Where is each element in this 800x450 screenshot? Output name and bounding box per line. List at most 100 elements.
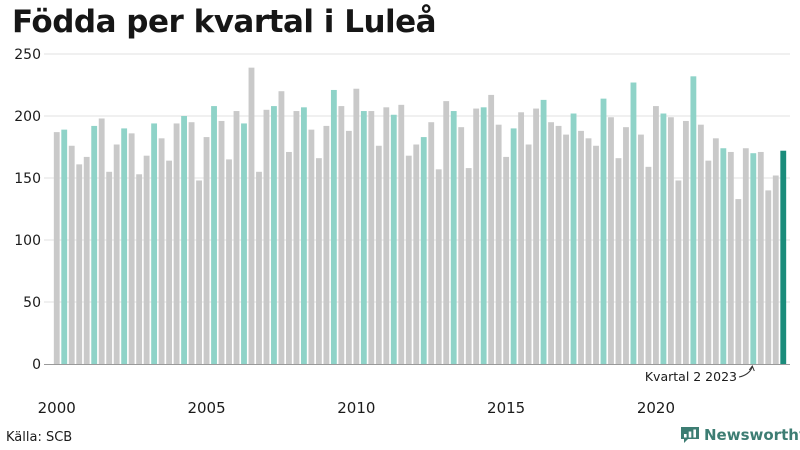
bar-2002-q3 bbox=[128, 133, 135, 364]
bar-2020-q3 bbox=[667, 117, 674, 365]
y-tick-label: 150 bbox=[14, 171, 41, 187]
bar-2011-q2 bbox=[390, 114, 397, 364]
bar-2009-q2 bbox=[330, 89, 337, 365]
bar-2021-q3 bbox=[697, 124, 704, 365]
bar-2007-q3 bbox=[278, 91, 285, 364]
bar-2012-q2 bbox=[420, 137, 427, 364]
x-tick-label: 2020 bbox=[637, 399, 675, 417]
bar-2023-q3 bbox=[757, 151, 764, 364]
bars bbox=[53, 67, 787, 365]
bar-2016-q4 bbox=[555, 125, 562, 364]
bar-2010-q4 bbox=[375, 145, 382, 364]
y-tick-label: 50 bbox=[23, 295, 41, 311]
bar-2011-q4 bbox=[405, 155, 412, 364]
bar-2011-q3 bbox=[398, 104, 405, 364]
bar-2006-q2 bbox=[241, 123, 247, 364]
bar-2004-q3 bbox=[188, 122, 195, 364]
bar-2018-q4 bbox=[615, 158, 622, 364]
bar-2015-q3 bbox=[518, 112, 525, 364]
bar-2011-q1 bbox=[383, 107, 390, 364]
bar-2010-q1 bbox=[353, 88, 360, 364]
y-tick-label: 250 bbox=[14, 47, 41, 63]
bar-2019-q2 bbox=[630, 82, 637, 365]
bar-2003-q4 bbox=[166, 160, 173, 364]
bar-2010-q2 bbox=[360, 111, 367, 364]
bar-2000-q3 bbox=[68, 145, 75, 364]
bar-2017-q1 bbox=[563, 134, 569, 364]
bar-2023-q4 bbox=[765, 190, 772, 364]
annotation-label: Kvartal 2 2023 bbox=[645, 369, 737, 384]
bar-2006-q1 bbox=[233, 111, 240, 364]
bar-2023-q2 bbox=[750, 153, 757, 364]
bar-2019-q1 bbox=[623, 127, 629, 364]
bar-2007-q2 bbox=[271, 106, 277, 364]
bar-2005-q1 bbox=[203, 137, 210, 364]
bar-2007-q1 bbox=[263, 109, 270, 364]
bar-2001-q2 bbox=[91, 125, 98, 364]
bar-2019-q3 bbox=[638, 134, 644, 364]
bar-2021-q4 bbox=[705, 160, 712, 364]
bar-2002-q2 bbox=[121, 128, 128, 364]
bar-2001-q3 bbox=[98, 118, 105, 364]
bar-2004-q2 bbox=[181, 116, 187, 364]
annotation-arrowhead bbox=[748, 364, 755, 372]
bar-2022-q4 bbox=[735, 199, 742, 364]
bar-2009-q1 bbox=[323, 125, 330, 364]
bar-2013-q3 bbox=[458, 127, 465, 364]
bar-2014-q3 bbox=[488, 94, 495, 365]
newsworthy-logo-icon bbox=[681, 427, 699, 443]
bar-2008-q4 bbox=[315, 158, 322, 364]
bar-2010-q3 bbox=[368, 111, 375, 364]
bar-2015-q2 bbox=[510, 128, 517, 364]
bar-2008-q2 bbox=[300, 107, 307, 364]
y-tick-label: 0 bbox=[32, 357, 41, 373]
bar-2022-q1 bbox=[712, 138, 719, 364]
bar-2009-q4 bbox=[345, 130, 352, 364]
bar-2021-q1 bbox=[682, 120, 689, 365]
bar-2012-q3 bbox=[428, 122, 435, 364]
bar-2017-q2 bbox=[570, 113, 577, 365]
bar-2014-q4 bbox=[495, 124, 502, 365]
bar-2004-q4 bbox=[196, 180, 202, 364]
y-tick-label: 200 bbox=[14, 109, 41, 125]
annotation-arrow bbox=[738, 366, 753, 378]
bar-2020-q1 bbox=[653, 106, 659, 364]
brand-logo: Newsworthy bbox=[680, 426, 800, 444]
chart-title: Födda per kvartal i Luleå bbox=[12, 4, 437, 40]
bar-2023-q1 bbox=[742, 148, 749, 364]
bar-2001-q4 bbox=[106, 171, 113, 364]
bar-2008-q3 bbox=[308, 129, 315, 364]
bar-2006-q3 bbox=[248, 67, 255, 364]
x-tick-label: 2005 bbox=[187, 399, 225, 417]
bar-2007-q4 bbox=[286, 151, 292, 364]
bar-2013-q2 bbox=[450, 111, 457, 364]
bar-chart: 0 50 100 150 200 250 2000 2005 2010 2015 2020 Kva… bbox=[14, 47, 790, 417]
bar-2024-q1 bbox=[772, 175, 779, 364]
bar-2009-q3 bbox=[338, 106, 345, 364]
y-tick-label: 100 bbox=[14, 233, 41, 249]
x-tick-label: 2000 bbox=[38, 399, 76, 417]
bar-2015-q1 bbox=[503, 156, 510, 364]
bar-2001-q1 bbox=[83, 156, 90, 364]
bar-2018-q1 bbox=[593, 145, 599, 364]
bar-2019-q4 bbox=[645, 166, 652, 364]
bar-2014-q2 bbox=[480, 107, 487, 364]
bar-2000-q2 bbox=[61, 129, 68, 364]
bar-2016-q1 bbox=[533, 108, 540, 364]
bar-2017-q3 bbox=[578, 130, 584, 364]
bar-2003-q2 bbox=[151, 123, 158, 364]
bar-2000-q1 bbox=[53, 132, 60, 364]
bar-2020-q4 bbox=[675, 180, 682, 364]
bar-2015-q4 bbox=[525, 144, 532, 364]
bar-2006-q4 bbox=[256, 171, 262, 364]
bar-2016-q3 bbox=[548, 122, 554, 364]
bar-2016-q2 bbox=[540, 99, 547, 364]
bar-2002-q4 bbox=[136, 174, 143, 364]
bar-2014-q1 bbox=[473, 108, 480, 364]
bar-2005-q2 bbox=[211, 106, 217, 364]
bar-2004-q1 bbox=[173, 123, 180, 364]
x-axis-labels: 2000 2005 2010 2015 2020 bbox=[38, 399, 675, 417]
x-tick-label: 2015 bbox=[487, 399, 525, 417]
bar-2020-q2 bbox=[660, 113, 667, 365]
bar-2022-q2 bbox=[720, 148, 727, 364]
